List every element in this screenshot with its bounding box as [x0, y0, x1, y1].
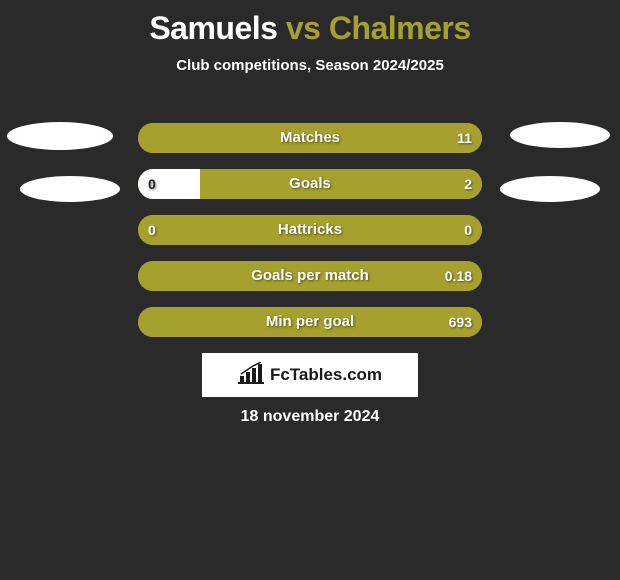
stat-row: Hattricks00: [138, 215, 482, 245]
date-text: 18 november 2024: [0, 408, 620, 426]
stats-container: Matches11 Goals02 Hattricks00 Goals per mat…: [138, 123, 482, 353]
player2-avatar-bottom: [500, 176, 600, 202]
player2-avatar-top: [510, 122, 610, 148]
branding-badge: FcTables.com: [202, 353, 418, 397]
stat-fill-right: [138, 307, 482, 337]
stat-fill-left: [138, 169, 200, 199]
stat-row: Goals02: [138, 169, 482, 199]
subtitle: Club competitions, Season 2024/2025: [0, 57, 620, 74]
stat-row: Goals per match0.18: [138, 261, 482, 291]
stat-row: Matches11: [138, 123, 482, 153]
stat-fill-left: [138, 215, 482, 245]
stat-fill-right: [138, 261, 482, 291]
chart-icon: [238, 362, 264, 389]
player2-name: Chalmers: [329, 10, 471, 46]
branding-text: FcTables.com: [270, 365, 382, 385]
player1-avatar-bottom: [20, 176, 120, 202]
stat-fill-right: [138, 123, 482, 153]
stat-fill-right: [200, 169, 482, 199]
vs-text: vs: [286, 10, 321, 46]
stat-row: Min per goal693: [138, 307, 482, 337]
player1-name: Samuels: [149, 10, 277, 46]
page-title: Samuels vs Chalmers: [0, 0, 620, 47]
player1-avatar-top: [7, 122, 113, 150]
